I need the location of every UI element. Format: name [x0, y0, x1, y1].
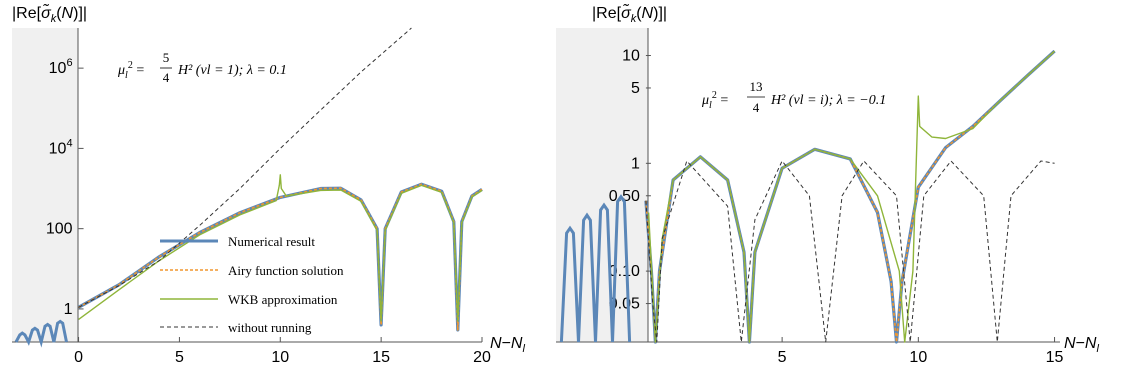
left-annotation-rest: H² (νl = 1); λ = 0.1: [177, 63, 287, 78]
right-annotation-fraction-num: 13: [750, 79, 763, 94]
left-series-wkb-approximation: [78, 174, 483, 322]
right-panel: |Re[σ̃k(N)]| N−Nl 5 10 150.050.100.501510 …: [556, 2, 1099, 366]
right-y-axis-label: |Re[σ̃k(N)]|: [592, 2, 667, 25]
left-x-tick-label: 15: [372, 349, 390, 366]
right-pre-oscillation: [559, 194, 632, 343]
right-shaded-region: [556, 28, 648, 342]
left-x-axis-label: N−Nl: [490, 335, 525, 355]
left-annotation: μl2 =: [117, 60, 144, 81]
left-series-numerical-result: [77, 182, 483, 332]
left-annotation-fraction-den: 4: [163, 70, 170, 85]
right-series-without-running: [645, 160, 1055, 343]
legend-label-airy: Airy function solution: [228, 263, 344, 278]
right-y-tick-label: 10: [622, 48, 640, 65]
right-annotation: μl2 =: [701, 90, 728, 111]
legend-label-wkb: WKB approximation: [228, 292, 338, 307]
right-y-tick-label: 5: [631, 80, 640, 97]
right-annotation-fraction-den: 4: [753, 100, 760, 115]
right-x-axis-label: N−Nl: [1064, 335, 1099, 355]
legend-label-numerical: Numerical result: [228, 234, 315, 249]
left-x-tick-label: 10: [271, 349, 289, 366]
right-series-wkb-approximation: [647, 50, 1056, 343]
left-x-tick-label: 5: [175, 349, 184, 366]
legend-label-without-running: without running: [228, 320, 312, 335]
left-y-axis-label: |Re[σ̃k(N)]|: [12, 2, 87, 25]
right-y-tick-label: 1: [631, 155, 640, 172]
left-shaded-region: [12, 28, 78, 342]
left-annotation-fraction-num: 5: [163, 50, 170, 65]
right-x-tick-label: 10: [909, 349, 927, 366]
right-x-tick-label: 5: [778, 349, 787, 366]
left-x-tick-label: 20: [473, 349, 491, 366]
left-series-airy-function-solution: [78, 183, 483, 331]
left-y-tick-label: 100: [46, 221, 73, 238]
right-y-tick-label: 0.05: [609, 296, 640, 313]
right-annotation-rest: H² (νl = i); λ = −0.1: [770, 93, 886, 108]
left-x-tick-label: 0: [74, 349, 83, 366]
left-pre-oscillation: [14, 319, 68, 348]
left-y-tick-label: 1: [64, 301, 73, 318]
right-x-tick-label: 15: [1046, 349, 1064, 366]
left-legend: Numerical result Airy function solution …: [160, 234, 344, 335]
